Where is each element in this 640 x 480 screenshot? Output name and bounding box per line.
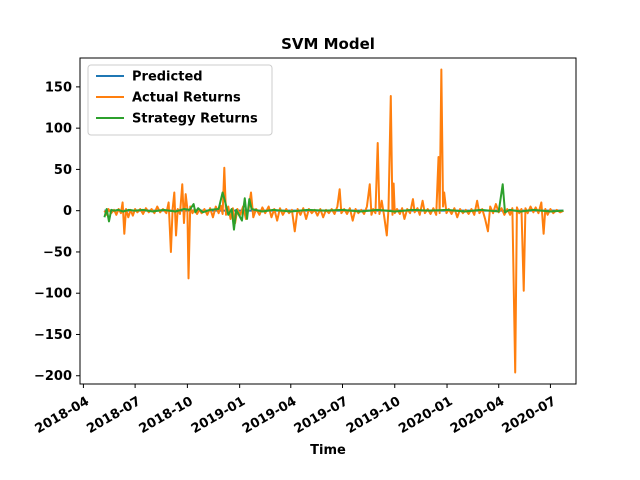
series-line-actual-returns <box>103 68 564 374</box>
y-tick-label: −150 <box>34 328 72 343</box>
series-lines <box>103 68 564 374</box>
legend-label-predicted: Predicted <box>132 70 203 85</box>
chart-title: SVM Model <box>281 35 375 53</box>
plot-frame <box>79 57 577 385</box>
y-tick-label: −100 <box>34 287 72 302</box>
legend: Predicted Actual Returns Strategy Returns <box>87 64 273 136</box>
plot-area <box>103 68 564 374</box>
y-tick-label: 150 <box>45 80 72 95</box>
legend-label-actual-returns: Actual Returns <box>132 91 241 106</box>
y-tick-label: 50 <box>54 163 72 178</box>
legend-box <box>87 64 273 136</box>
x-axis-label: Time <box>310 443 346 458</box>
legend-label-strategy-returns: Strategy Returns <box>132 112 258 127</box>
series-line-strategy-returns <box>103 183 564 231</box>
y-tick-label: −50 <box>43 245 72 260</box>
y-tick-label: 100 <box>45 122 72 137</box>
y-tick-label: 0 <box>63 204 72 219</box>
y-tick-label: −200 <box>34 369 72 384</box>
